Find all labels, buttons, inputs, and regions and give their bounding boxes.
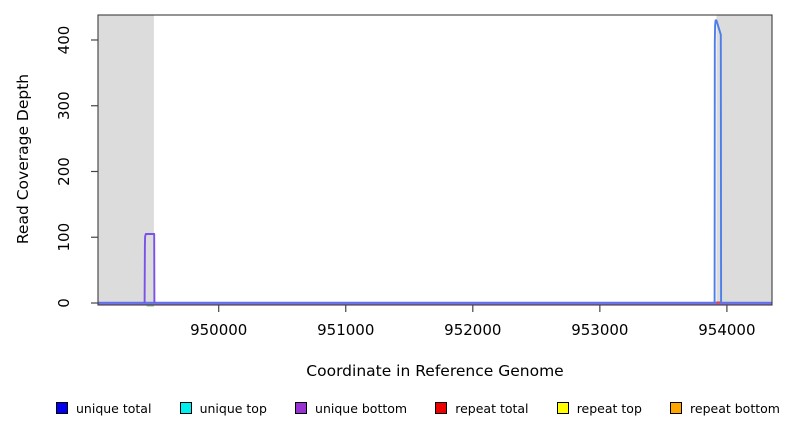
masked-region-right xyxy=(716,15,772,303)
series-unique-total-peak xyxy=(713,19,723,304)
series-unique-bottom-peak xyxy=(143,233,156,304)
legend-item-repeat-top: repeat top xyxy=(556,400,642,416)
legend-label-unique-top: unique top xyxy=(199,400,267,416)
x-tick-label: 951000 xyxy=(317,321,374,339)
legend-item-unique-total: unique total xyxy=(56,401,151,416)
plot-frame xyxy=(97,14,773,306)
legend-swatch-repeat-total xyxy=(435,402,448,414)
y-tick-label: 400 xyxy=(55,26,73,55)
legend-item-repeat-total: repeat total xyxy=(435,400,529,416)
y-tick-label: 200 xyxy=(55,157,73,186)
x-axis-title: Coordinate in Reference Genome xyxy=(306,362,563,380)
coverage-chart: 950000 951000 952000 953000 954000 0 100 200 300… xyxy=(14,14,773,380)
legend-label-repeat-bottom: repeat bottom xyxy=(690,400,780,416)
chart-legend: unique total unique top unique bottom repea… xyxy=(56,397,780,419)
legend-label-repeat-top: repeat top xyxy=(576,400,642,416)
y-tick-label: 100 xyxy=(55,223,73,252)
legend-label-repeat-total: repeat total xyxy=(455,400,529,416)
legend-label-unique-total: unique total xyxy=(76,400,152,416)
legend-item-unique-bottom: unique bottom xyxy=(295,401,407,416)
legend-swatch-unique-top xyxy=(179,402,192,414)
x-tick-label: 953000 xyxy=(571,321,628,339)
y-axis-title: Read Coverage Depth xyxy=(14,74,32,244)
legend-label-unique-bottom: unique bottom xyxy=(315,400,408,416)
legend-swatch-unique-total xyxy=(56,402,68,414)
y-tick-label: 300 xyxy=(55,91,73,120)
y-tick-label: 0 xyxy=(55,298,73,308)
legend-item-unique-top: unique top xyxy=(179,400,267,416)
legend-swatch-repeat-top xyxy=(556,402,569,414)
legend-item-repeat-bottom: repeat bottom xyxy=(670,401,780,416)
chart-svg: 950000 951000 952000 953000 954000 0 100 200 300… xyxy=(14,14,773,380)
legend-swatch-repeat-bottom xyxy=(670,402,683,414)
x-tick-label: 954000 xyxy=(698,321,755,339)
x-tick-label: 952000 xyxy=(444,321,501,339)
x-tick-label: 950000 xyxy=(190,321,247,339)
legend-swatch-unique-bottom xyxy=(295,402,308,414)
